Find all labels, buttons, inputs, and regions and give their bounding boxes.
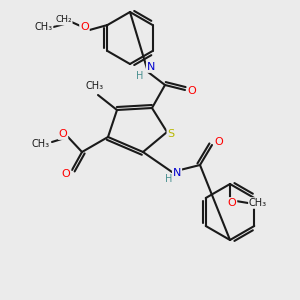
Text: H: H [136,71,144,81]
Text: N: N [173,168,181,178]
Text: CH₃: CH₃ [86,81,104,91]
Text: S: S [167,129,175,139]
Text: CH₃: CH₃ [34,22,52,32]
Text: O: O [58,129,68,139]
Text: H: H [165,174,173,184]
Text: O: O [61,169,70,179]
Text: O: O [80,22,89,32]
Text: O: O [188,86,196,96]
Text: CH₃: CH₃ [249,198,267,208]
Text: CH₃: CH₃ [32,139,50,149]
Text: O: O [228,198,236,208]
Text: CH₂: CH₂ [55,16,72,25]
Text: N: N [147,62,155,72]
Text: O: O [214,137,224,147]
